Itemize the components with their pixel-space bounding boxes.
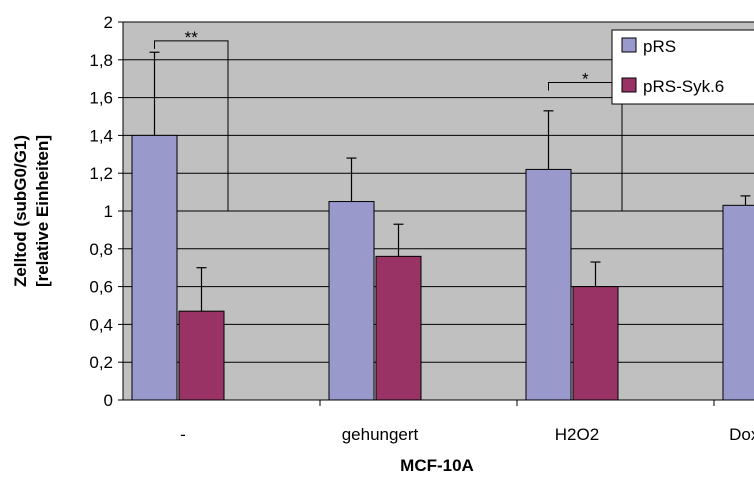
x-tick-label: Doxorubicin xyxy=(729,425,754,444)
y-ticks: 0 0,2 0,4 0,6 0,8 1 1,2 1,4 1,6 1,8 2 xyxy=(89,13,123,410)
bar-prs-syk6 xyxy=(179,311,224,400)
bar-prs xyxy=(132,135,177,400)
x-tick-label: gehungert xyxy=(342,425,419,444)
legend-label-prs-syk6: pRS-Syk.6 xyxy=(643,77,724,96)
y-tick-label: 1 xyxy=(104,202,113,221)
y-tick-label: 1,2 xyxy=(89,164,113,183)
legend-swatch-prs-syk6 xyxy=(622,78,636,92)
bar-prs xyxy=(329,202,374,400)
bar-prs-syk6 xyxy=(573,287,618,400)
y-tick-label: 0 xyxy=(104,391,113,410)
y-axis-label: Zelltod (subG0/G1) xyxy=(11,135,30,287)
x-axis-label: MCF-10A xyxy=(400,456,474,475)
y-tick-label: 1,6 xyxy=(89,89,113,108)
bar-prs xyxy=(723,205,754,400)
y-tick-label: 0,8 xyxy=(89,240,113,259)
legend: pRS pRS-Syk.6 xyxy=(612,30,754,104)
bar-prs xyxy=(526,169,571,400)
x-tick-label: H2O2 xyxy=(555,425,599,444)
x-ticks: - gehungert H2O2 Doxorubicin xyxy=(180,400,754,444)
y-tick-label: 0,4 xyxy=(89,315,113,334)
y-tick-label: 2 xyxy=(104,13,113,32)
legend-label-prs: pRS xyxy=(643,37,676,56)
y-tick-label: 0,2 xyxy=(89,353,113,372)
bar-prs-syk6 xyxy=(376,256,421,400)
y-axis-label-unit: [relative Einheiten] xyxy=(33,135,52,287)
y-tick-label: 1,4 xyxy=(89,126,113,145)
significance-label: * xyxy=(582,69,589,88)
legend-swatch-prs xyxy=(622,38,636,52)
y-tick-label: 1,8 xyxy=(89,51,113,70)
x-tick-label: - xyxy=(180,425,186,444)
significance-label: ** xyxy=(185,28,199,47)
y-tick-label: 0,6 xyxy=(89,278,113,297)
